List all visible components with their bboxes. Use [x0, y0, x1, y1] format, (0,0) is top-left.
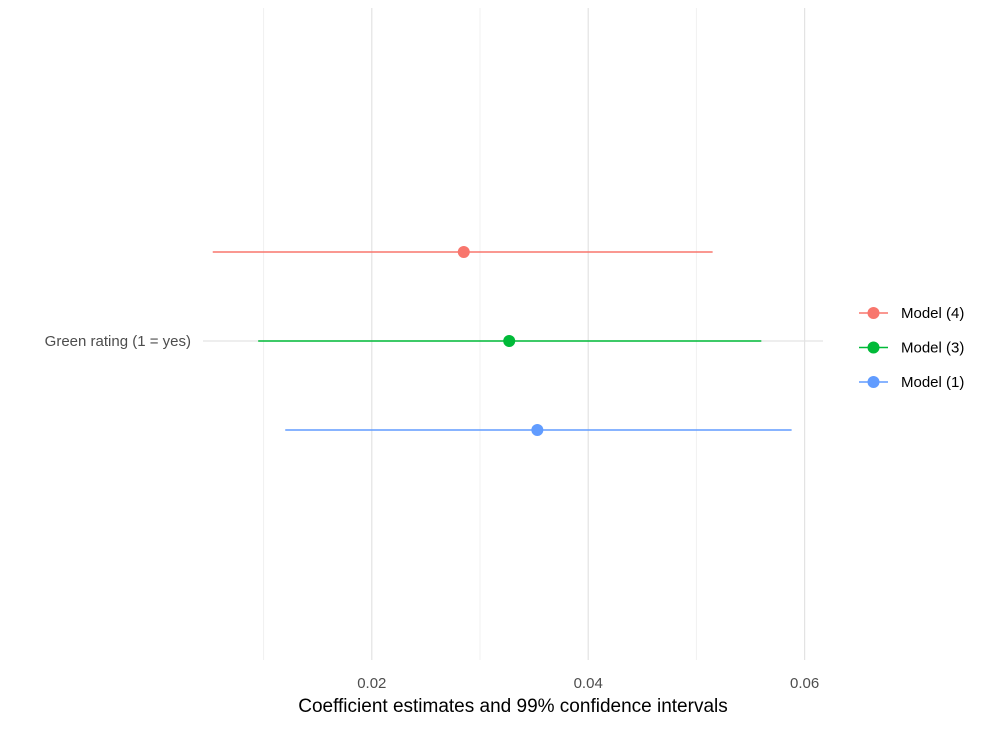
x-axis-label: Coefficient estimates and 99% confidence…: [298, 696, 728, 717]
point-estimate: [531, 424, 544, 436]
series-model-3: [258, 335, 762, 347]
legend-key-point: [867, 307, 880, 319]
x-tick-label: 0.06: [790, 675, 819, 692]
legend-key-point: [867, 376, 880, 388]
series-model-4: [212, 246, 713, 258]
minor-gridlines: [263, 8, 697, 660]
major-gridlines: [371, 8, 806, 660]
legend-label: Model (3): [901, 340, 964, 357]
y-tick-label: Green rating (1 = yes): [45, 333, 191, 350]
legend-label: Model (4): [901, 305, 964, 322]
legend-key-point: [867, 341, 880, 354]
point-estimate: [503, 335, 516, 347]
point-estimate: [457, 246, 470, 258]
legend-label: Model (1): [901, 374, 964, 391]
x-tick-labels: 0.02 0.04 0.06: [357, 675, 819, 692]
series-model-1: [285, 424, 792, 436]
legend-item: Model (3): [859, 340, 964, 357]
x-tick-label: 0.04: [574, 675, 603, 692]
legend-item: Model (1): [859, 374, 964, 391]
series-layer: [212, 246, 792, 436]
x-tick-label: 0.02: [357, 675, 386, 692]
legend: Model (4) Model (3) Model (1): [859, 305, 964, 391]
legend-item: Model (4): [859, 305, 964, 322]
